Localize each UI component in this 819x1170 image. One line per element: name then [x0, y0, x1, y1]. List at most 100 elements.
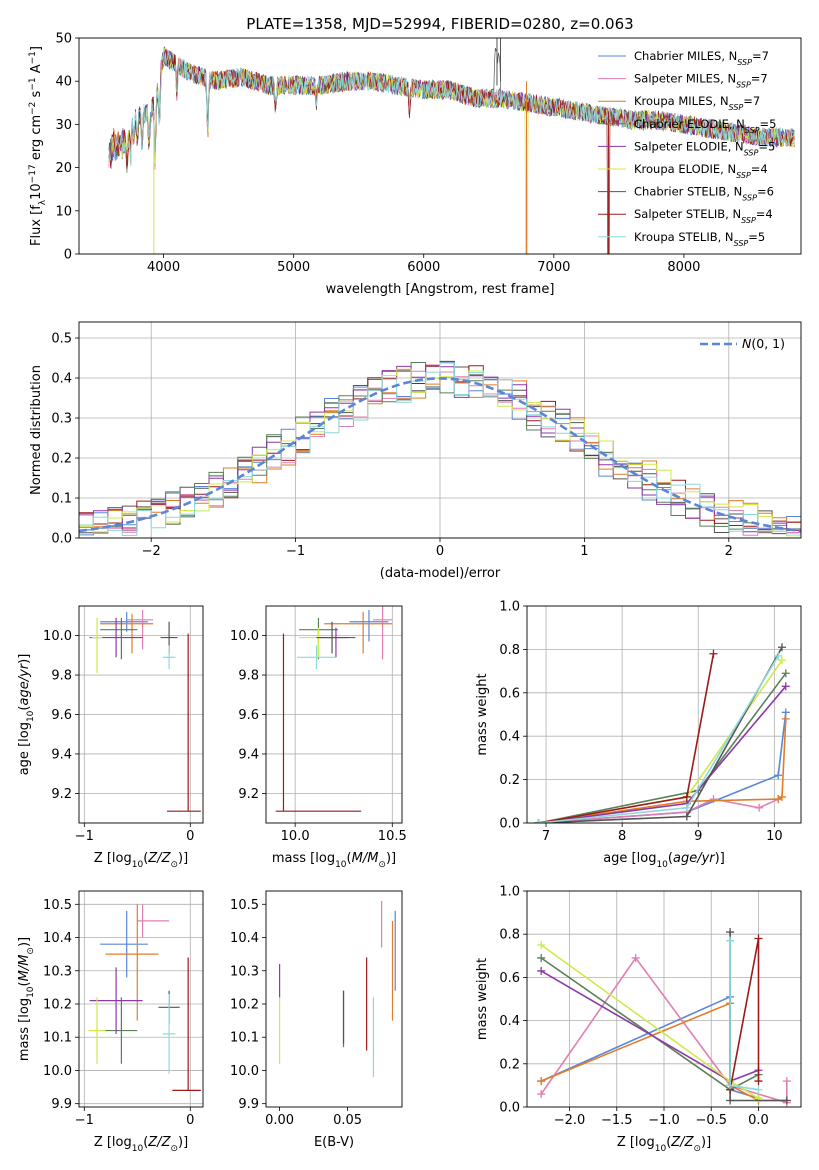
weight-marker [709, 795, 718, 804]
errorbar-kroupa-miles [105, 904, 159, 1021]
legend-entry: Salpeter ELODIE, NSSP=5 [634, 139, 775, 157]
weight_vs_Z-panel: −2.0 −1.5 −1.0 −0.5 0.0 0.0 0.2 0.4 0.6 0.8 1.0 Z [… [475, 885, 802, 1154]
y-tick-label: 9.2 [51, 787, 72, 802]
weight-marker [537, 1077, 546, 1086]
y-tick-label: 9.9 [238, 1097, 259, 1112]
weight-marker [754, 1085, 763, 1094]
axes-frame [265, 890, 403, 1108]
weight-marker [726, 936, 735, 945]
axes-frame [78, 890, 204, 1108]
y-tick-label: 30 [55, 118, 72, 133]
y-tick-label: 10.2 [43, 997, 72, 1012]
x-axis-label: mass [log10(M/M⊙)] [272, 851, 396, 870]
x-tick-label: 9 [694, 829, 702, 844]
spectrum-line-kroupa-stelib [108, 50, 795, 167]
legend-entry: Kroupa STELIB, NSSP=5 [634, 230, 765, 248]
x-tick-label: 7000 [537, 260, 570, 275]
x-tick-label: 0.0 [748, 1113, 769, 1128]
residuals-panel: −2 −1 0 1 2 0.0 0.1 0.2 0.3 0.4 0.5 (data-model)/er… [29, 321, 802, 581]
y-tick-label: 0.5 [51, 332, 72, 347]
x-tick-label: −1.5 [601, 1113, 633, 1128]
weight-marker [726, 1096, 735, 1105]
axes-frame [78, 605, 204, 824]
x-axis-label: E(B-V) [314, 1135, 354, 1150]
y-tick-label: 10 [55, 204, 72, 219]
x-axis-label: Z [log10(Z/Z⊙)] [94, 1135, 188, 1154]
mass_vs_ebv-plot-area [279, 900, 396, 1078]
y-tick-label: 0.2 [51, 452, 72, 467]
x-tick-label: 0 [186, 829, 194, 844]
normal-reference-curve [79, 377, 801, 533]
spectrum-panel: 4000 5000 6000 7000 8000 0 10 20 30 40 50 wavelengt… [28, 32, 802, 297]
y-tick-label: 0.0 [499, 817, 520, 832]
x-axis-label: age [log10(age/yr)] [603, 851, 725, 870]
axes-frame [78, 37, 802, 255]
y-tick-label: 0.6 [499, 971, 520, 986]
x-tick-label: 10 [766, 829, 783, 844]
axes-frame [526, 605, 802, 824]
figure-title: PLATE=1358, MJD=52994, FIBERID=0280, z=0… [246, 15, 633, 33]
y-axis-label: mass weight [475, 673, 490, 755]
y-tick-label: 0.8 [499, 928, 520, 943]
spectrum-plot-area [108, 38, 795, 254]
y-axis-label: Normed distribution [29, 365, 44, 495]
histogram-chabrier-miles [79, 361, 801, 536]
x-tick-label: 8 [618, 829, 626, 844]
errorbar-kroupa-stelib [162, 994, 176, 1074]
histogram-chabrier-elodie [79, 362, 801, 531]
y-tick-label: 9.4 [51, 747, 72, 762]
weight-line-kroupa-stelib [726, 936, 763, 1094]
errorbar-salpeter-miles [372, 606, 393, 660]
errorbar-kroupa-elodie [91, 617, 103, 674]
x-tick-label: 7 [542, 829, 550, 844]
x-tick-label: 4000 [147, 260, 180, 275]
weight-marker [781, 714, 790, 723]
mass_vs_Z-plot-area [88, 904, 201, 1091]
x-axis-label: wavelength [Angstrom, rest frame] [326, 282, 555, 297]
spectrum-line-chabrier-elodie [108, 50, 795, 173]
errorbar-salpeter-elodie [89, 967, 143, 1034]
y-tick-label: 10.5 [43, 898, 72, 913]
y-tick-label: 10.2 [230, 997, 259, 1012]
x-tick-label: 10.5 [378, 829, 407, 844]
weight-marker [777, 792, 786, 801]
errorbar-chabrier-stelib [316, 621, 348, 654]
x-tick-label: 2 [725, 544, 733, 559]
y-tick-label: 0.8 [499, 643, 520, 658]
age_vs_Z-plot-area [89, 609, 201, 812]
y-tick-label: 10.0 [230, 629, 259, 644]
weight-marker [726, 928, 735, 937]
errorbar-kroupa-miles [324, 611, 393, 654]
weight-marker [682, 803, 691, 812]
weight-marker [774, 651, 783, 660]
legend-entry: Salpeter STELIB, NSSP=4 [634, 207, 773, 225]
weight-marker [534, 819, 543, 823]
x-tick-label: −1 [75, 829, 94, 844]
x-tick-label: −1 [286, 544, 305, 559]
x-axis-label: Z [log10(Z/Z⊙)] [94, 851, 188, 870]
weight-marker [709, 649, 718, 658]
y-tick-label: 10.0 [230, 1064, 259, 1079]
age_vs_mass-panel: 10.0 10.5 9.2 9.4 9.6 9.8 10.0 mass [log10(M/M⊙… [230, 605, 407, 870]
errorbar-chabrier-miles [100, 611, 148, 632]
errorbar-kroupa-stelib [297, 645, 336, 670]
y-tick-label: 0 [64, 248, 72, 263]
weight-marker [537, 966, 546, 975]
axes-frame [265, 605, 403, 824]
errorbar-salpeter-stelib [166, 633, 201, 812]
errorbar-kroupa-miles [100, 613, 154, 654]
y-tick-label: 9.2 [238, 787, 259, 802]
legend-entry: Kroupa MILES, NSSP=7 [634, 94, 760, 112]
mass_vs_ebv-panel: 0.00 0.05 9.9 10.0 10.1 10.2 10.3 10.4 10.5 E(B-V… [230, 890, 403, 1150]
errorbar-chabrier-miles [349, 609, 389, 642]
legend-entry: Salpeter MILES, NSSP=7 [634, 72, 768, 90]
weight-marker [682, 792, 691, 801]
legend-entry: Chabrier STELIB, NSSP=6 [634, 185, 774, 203]
x-tick-label: 8000 [667, 260, 700, 275]
residuals-plot-area [79, 360, 801, 537]
y-tick-label: 10.1 [43, 1031, 72, 1046]
x-tick-label: −0.5 [695, 1113, 727, 1128]
x-tick-label: −1.0 [648, 1113, 680, 1128]
weight-marker [781, 669, 790, 678]
